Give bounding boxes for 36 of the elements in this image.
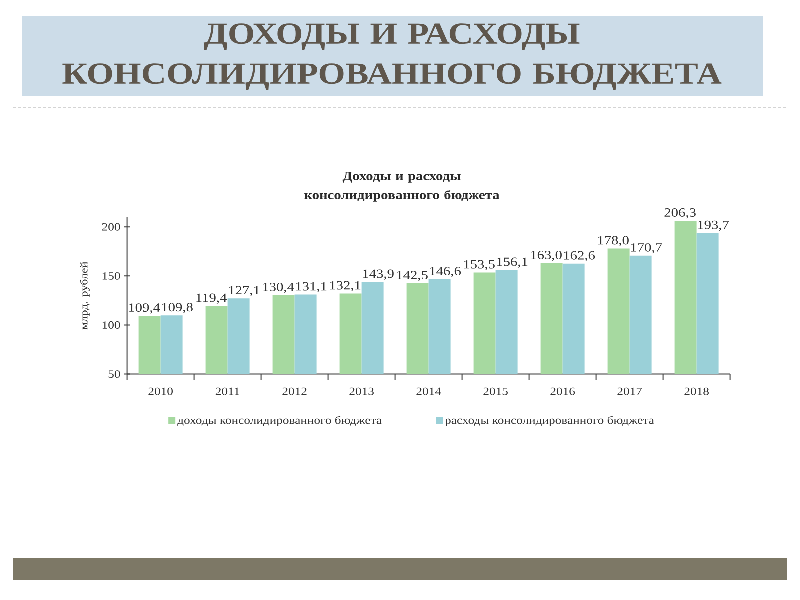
data-label: 178,0 — [598, 236, 629, 247]
data-label: 142,5 — [397, 271, 428, 282]
x-tick-label: 2013 — [350, 388, 374, 396]
data-label: 109,8 — [162, 303, 193, 314]
x-tick-label: 2014 — [416, 388, 442, 396]
data-label: 130,4 — [263, 282, 294, 294]
data-label: 119,4 — [196, 294, 227, 304]
data-label: 163,0 — [531, 250, 562, 262]
data-label: 206,3 — [664, 208, 696, 219]
chart-subtitle: Доходы и расходы консолидированного бюджета — [304, 172, 500, 202]
x-tick-label: 2016 — [550, 388, 576, 396]
data-label: 162,6 — [564, 251, 596, 262]
x-tick-label: 2018 — [684, 388, 709, 396]
x-tick-label: 2010 — [148, 388, 173, 396]
y-tick-label: 150 — [102, 272, 120, 280]
chart-title: ДОХОДЫ И РАСХОДЫ КОНСОЛИДИРОВАННОГО БЮДЖЕТА — [62, 24, 722, 90]
y-tick-label: 100 — [102, 322, 120, 329]
legend-label: доходы консолидированного бюджета — [178, 416, 382, 426]
legend-label: расходы консолидированного бюджета — [445, 416, 654, 426]
x-tick-label: 2011 — [216, 388, 240, 396]
y-tick-label: 50 — [108, 370, 120, 378]
data-label: 146,6 — [430, 267, 462, 278]
x-tick-label: 2015 — [484, 388, 508, 396]
data-label: 127,1 — [229, 286, 260, 296]
y-tick-label: 200 — [102, 223, 120, 231]
data-label: 132,1 — [330, 281, 361, 292]
y-axis-title: млрд. рублей — [80, 262, 90, 330]
data-label: 193,7 — [698, 220, 730, 232]
data-label: 131,1 — [296, 282, 327, 293]
data-label: 170,7 — [631, 243, 662, 254]
data-label: 153,5 — [464, 260, 495, 271]
x-tick-label: 2017 — [618, 388, 642, 396]
data-label: 143,9 — [363, 270, 394, 280]
x-tick-label: 2012 — [282, 388, 307, 396]
data-label: 156,1 — [497, 258, 528, 268]
data-label: 109,4 — [129, 304, 160, 314]
